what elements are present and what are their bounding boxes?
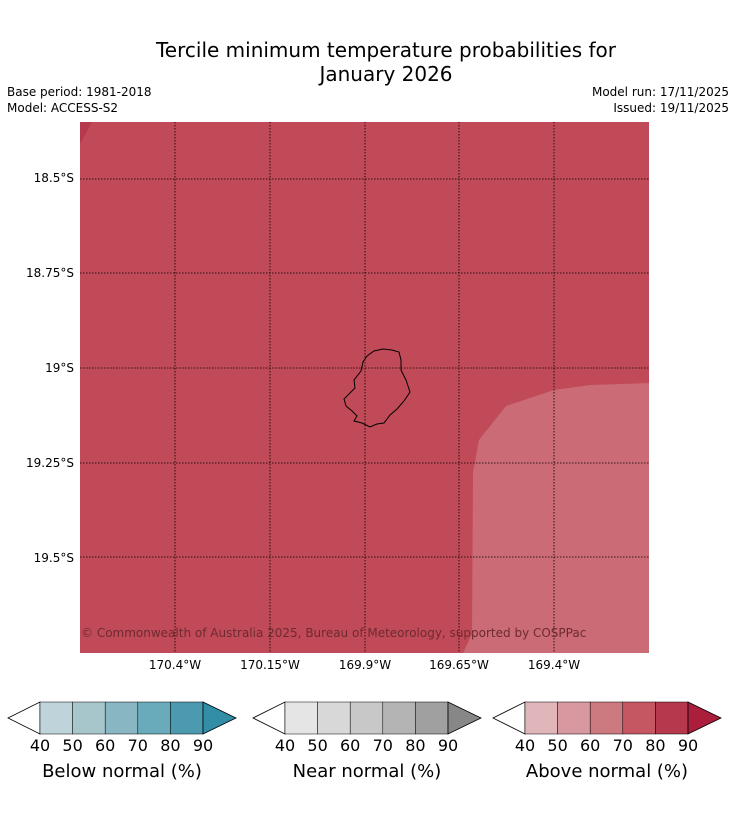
colorbar-segment [39,701,73,735]
colorbar-segment [557,701,591,735]
colorbar-extend-low [252,701,286,735]
tick-label: 50 [307,736,328,755]
colorbar-extend-high [447,701,482,735]
colorbar-label-above: Above normal (%) [525,761,689,782]
model-run: Model run: 17/11/2025 [591,85,729,99]
tick-label: 40 [29,736,51,755]
colorbar-segment [589,701,624,735]
colorbar-segment [317,701,351,735]
colorbar-segment [284,701,318,735]
colorbar-near-normal [252,701,482,735]
colorbar-label-below: Below normal (%) [42,761,202,782]
meta-left: Base period: 1981-2018 Model: ACCESS-S2 [7,84,152,116]
lat-label-19: 19°S [45,361,74,375]
tick-label: 90 [677,736,699,755]
colorbar-segment [655,701,689,735]
lon-label-170-4: 170.4°W [148,658,202,672]
meta-right: Model run: 17/11/2025 Issued: 19/11/2025 [592,84,729,116]
colorbar-label-near: Near normal (%) [292,761,442,782]
colorbar-segment [415,701,449,735]
tick-label: 80 [645,736,666,755]
lon-label-169-9: 169.9°W [338,658,392,672]
tick-label: 70 [372,736,393,755]
lon-label-169-4: 169.4°W [527,658,581,672]
tick-label: 50 [547,736,568,755]
colorbar-extend-high [687,701,722,735]
colorbar-segment [382,701,416,735]
tick-label: 60 [340,736,361,755]
tick-label: 90 [192,736,214,755]
title-line-1: Tercile minimum temperature probabilitie… [155,38,617,62]
gridlines [80,122,649,653]
lat-label-18-5: 18.5°S [33,171,74,185]
lon-label-170-15: 170.15°W [240,658,300,672]
copyright-notice: © Commonwealth of Australia 2025, Bureau… [81,626,587,640]
tick-label: 90 [437,736,459,755]
lat-label-19-5: 19.5°S [33,551,74,565]
lon-label-169-65: 169.65°W [429,658,489,672]
colorbar-below-normal [7,701,237,735]
colorbar-segment [349,701,384,735]
title-line-2: January 2026 [319,62,453,86]
tick-label: 80 [405,736,426,755]
colorbar-segment [137,701,171,735]
tick-label: 60 [580,736,601,755]
colorbar-extend-low [492,701,526,735]
island-coastline [343,348,411,428]
colorbar-segment [170,701,204,735]
tick-label: 80 [160,736,181,755]
tick-label: 70 [127,736,148,755]
lat-label-18-75: 18.75°S [26,266,74,280]
colorbar-segment [104,701,139,735]
map-panel [80,122,649,653]
tick-label: 60 [95,736,116,755]
tick-label: 40 [514,736,536,755]
colorbar-above-normal [492,701,722,735]
map-title: Tercile minimum temperature probabilitie… [0,38,736,86]
colorbar-extend-low [7,701,41,735]
colorbar-extend-high [202,701,237,735]
colorbar-segment [622,701,656,735]
tick-label: 70 [612,736,633,755]
tick-label: 50 [62,736,83,755]
map-corner-dark-region [80,122,92,144]
colorbar-segment [72,701,106,735]
lat-label-19-25: 19.25°S [26,456,74,470]
map-lighter-probability-region [463,383,649,653]
model-name: Model: ACCESS-S2 [7,101,119,115]
issued-date: Issued: 19/11/2025 [613,101,729,115]
base-period: Base period: 1981-2018 [7,85,152,99]
colorbar-segment [524,701,558,735]
tick-label: 40 [274,736,296,755]
